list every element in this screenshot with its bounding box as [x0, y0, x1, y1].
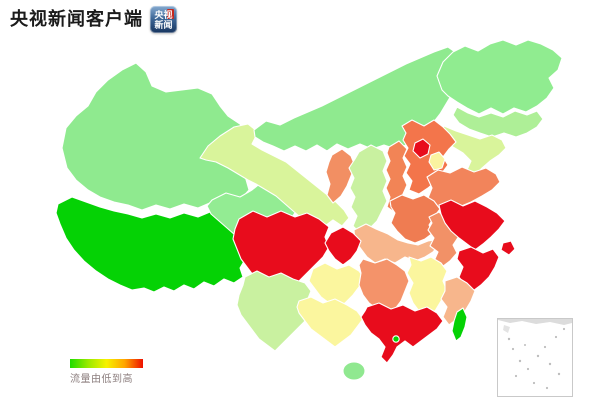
province-taiwan — [451, 307, 468, 342]
south-china-sea-inset — [497, 318, 573, 397]
province-shaanxi — [348, 144, 388, 234]
province-guizhou — [308, 262, 366, 310]
legend: 流量由低到高 — [70, 359, 143, 385]
province-tianjin — [428, 151, 446, 171]
province-guangxi — [296, 296, 364, 348]
legend-gradient-bar — [70, 359, 143, 368]
logo-text-line2: 新闻 — [154, 19, 173, 30]
province-shanghai — [500, 240, 516, 256]
province-beijing — [412, 138, 431, 159]
inset-islands — [498, 319, 572, 390]
province-ningxia — [325, 148, 356, 204]
province-heilongjiang — [436, 39, 563, 115]
province-tibet — [55, 196, 251, 293]
province-hubei — [353, 223, 439, 264]
province-hainan — [342, 361, 366, 381]
province-jilin — [452, 106, 544, 138]
app-title: 央视新闻客户端 — [10, 9, 143, 29]
province-gansu — [199, 123, 350, 227]
province-jiangxi — [406, 256, 448, 318]
province-zhejiang — [456, 246, 500, 292]
region-hongkong — [392, 335, 400, 343]
province-jiangsu — [438, 199, 506, 251]
logo-text-line1: 央视 — [154, 9, 173, 20]
province-yunnan — [236, 270, 314, 352]
header: 央视新闻客户端 央视 新闻 — [10, 6, 177, 33]
legend-label: 流量由低到高 — [70, 374, 133, 385]
logo-red-accent — [167, 9, 174, 19]
cctv-news-logo-icon: 央视 新闻 — [150, 6, 177, 33]
province-guangdong — [360, 302, 444, 364]
province-shandong — [426, 166, 501, 212]
province-chongqing — [324, 226, 362, 266]
